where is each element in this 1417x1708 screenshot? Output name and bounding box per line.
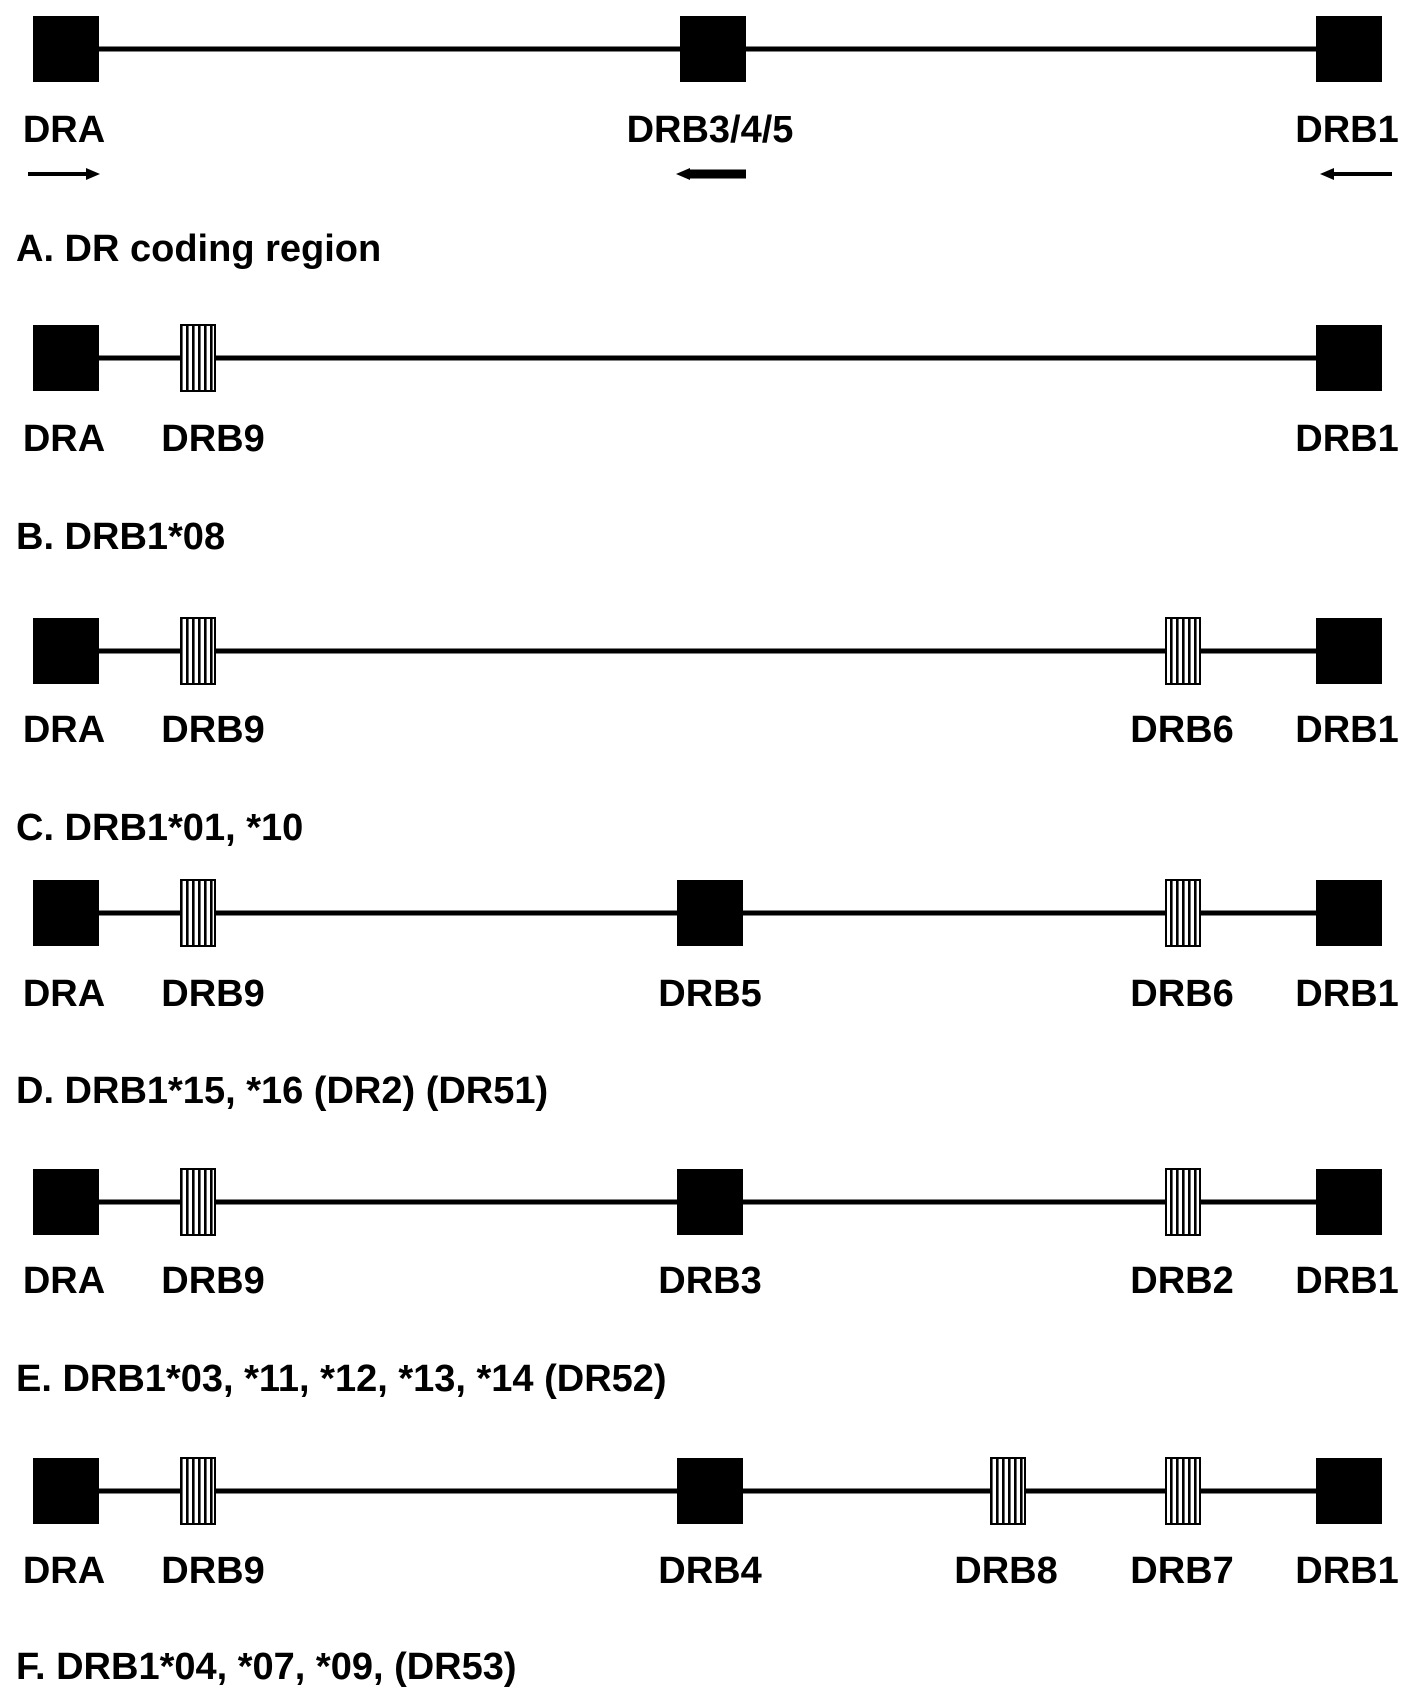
gene-drb1-box <box>1316 618 1382 684</box>
gene-drb6-pseudogene-box <box>1165 879 1201 947</box>
arrow-left-icon <box>676 168 746 180</box>
gene-drb9-label: DRB9 <box>161 1260 264 1302</box>
arrow-right-icon <box>28 168 100 180</box>
panel-e: DRA DRB9 DRB3 DRB2 DRB1 E. DRB1*03, *11, *12,… <box>16 1168 1399 1400</box>
gene-dra-label: DRA <box>23 1550 105 1592</box>
gene-drb1-box <box>1316 325 1382 391</box>
gene-drb1-label: DRB1 <box>1295 109 1398 151</box>
gene-dra-box <box>33 1458 99 1524</box>
gene-drb9-label: DRB9 <box>161 418 264 460</box>
gene-drb2-label: DRB2 <box>1130 1260 1233 1302</box>
gene-drb3-4-5-box <box>680 16 746 82</box>
gene-drb1-box <box>1316 880 1382 946</box>
gene-drb3-4-5-label: DRB3/4/5 <box>627 109 794 151</box>
panel-caption: C. DRB1*01, *10 <box>16 807 303 849</box>
gene-drb1-box <box>1316 1458 1382 1524</box>
gene-dra-box <box>33 618 99 684</box>
gene-dra-box <box>33 16 99 82</box>
panel-caption: A. DR coding region <box>16 228 381 270</box>
panel-c: DRA DRB9 DRB6 DRB1 C. DRB1*01, *10 <box>16 617 1399 849</box>
gene-dra-label: DRA <box>23 1260 105 1302</box>
gene-drb5-label: DRB5 <box>658 973 761 1015</box>
gene-drb1-box <box>1316 16 1382 82</box>
gene-drb1-label: DRB1 <box>1295 418 1398 460</box>
gene-drb9-pseudogene-box <box>180 324 216 392</box>
gene-drb1-label: DRB1 <box>1295 709 1398 751</box>
gene-drb4-box <box>677 1458 743 1524</box>
panel-a: DRA DRB3/4/5 DRB1 A. DR coding region <box>16 16 1399 270</box>
gene-drb9-label: DRB9 <box>161 1550 264 1592</box>
gene-drb6-label: DRB6 <box>1130 973 1233 1015</box>
gene-dra-box <box>33 880 99 946</box>
panel-caption: E. DRB1*03, *11, *12, *13, *14 (DR52) <box>16 1358 667 1400</box>
gene-drb6-label: DRB6 <box>1130 709 1233 751</box>
gene-drb4-label: DRB4 <box>658 1550 761 1592</box>
gene-dra-box <box>33 325 99 391</box>
gene-drb1-label: DRB1 <box>1295 1550 1398 1592</box>
gene-drb7-pseudogene-box <box>1165 1457 1201 1525</box>
panel-d: DRA DRB9 DRB5 DRB6 DRB1 D. DRB1*15, *16 (DR2)… <box>16 879 1399 1112</box>
gene-drb1-box <box>1316 1169 1382 1235</box>
gene-drb2-pseudogene-box <box>1165 1168 1201 1236</box>
gene-drb9-label: DRB9 <box>161 709 264 751</box>
gene-drb1-label: DRB1 <box>1295 1260 1398 1302</box>
gene-dra-label: DRA <box>23 109 105 151</box>
panel-caption: D. DRB1*15, *16 (DR2) (DR51) <box>16 1070 548 1112</box>
gene-drb9-pseudogene-box <box>180 1168 216 1236</box>
arrow-left-icon <box>1320 168 1392 180</box>
gene-drb9-pseudogene-box <box>180 879 216 947</box>
gene-drb1-label: DRB1 <box>1295 973 1398 1015</box>
gene-drb8-pseudogene-box <box>990 1457 1026 1525</box>
gene-dra-label: DRA <box>23 418 105 460</box>
gene-drb8-label: DRB8 <box>954 1550 1057 1592</box>
gene-drb6-pseudogene-box <box>1165 617 1201 685</box>
gene-dra-box <box>33 1169 99 1235</box>
gene-dra-label: DRA <box>23 973 105 1015</box>
gene-drb3-label: DRB3 <box>658 1260 761 1302</box>
panel-f: DRA DRB9 DRB4 DRB8 DRB7 DRB1 F. DRB1*04, *07, … <box>16 1457 1399 1688</box>
gene-drb9-pseudogene-box <box>180 1457 216 1525</box>
gene-drb5-box <box>677 880 743 946</box>
gene-drb7-label: DRB7 <box>1130 1550 1233 1592</box>
panel-caption: B. DRB1*08 <box>16 516 225 558</box>
gene-drb9-label: DRB9 <box>161 973 264 1015</box>
gene-drb3-box <box>677 1169 743 1235</box>
gene-dra-label: DRA <box>23 709 105 751</box>
gene-drb9-pseudogene-box <box>180 617 216 685</box>
panel-caption: F. DRB1*04, *07, *09, (DR53) <box>16 1646 517 1688</box>
panel-b: DRA DRB9 DRB1 B. DRB1*08 <box>16 324 1399 558</box>
